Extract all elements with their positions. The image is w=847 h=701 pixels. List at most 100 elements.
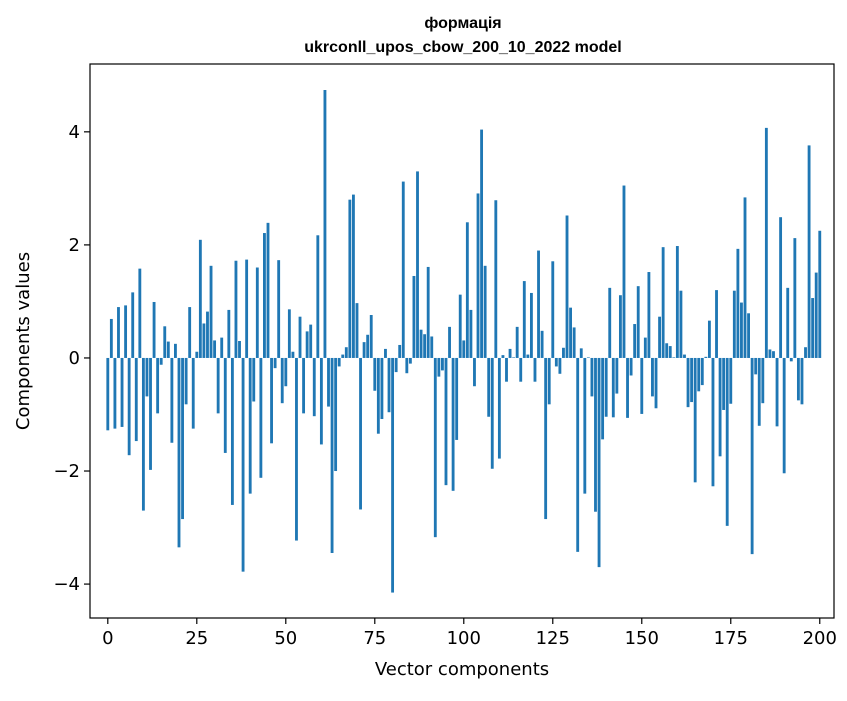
bar: [202, 323, 206, 358]
bar: [177, 357, 181, 548]
bar: [732, 290, 736, 358]
bar: [622, 185, 626, 358]
bar: [715, 290, 718, 358]
bar: [451, 357, 455, 491]
bar: [814, 272, 818, 358]
bar: [800, 357, 804, 405]
bar: [141, 357, 145, 511]
bar: [796, 357, 800, 401]
bar: [412, 275, 416, 358]
bar: [551, 261, 555, 358]
bar: [163, 326, 167, 358]
bar: [512, 357, 516, 358]
x-tick-label: 175: [714, 628, 748, 649]
bar: [647, 272, 651, 358]
bar: [757, 357, 761, 426]
bar: [515, 326, 519, 358]
bar: [661, 247, 665, 358]
bar: [273, 357, 277, 369]
bar: [359, 357, 362, 510]
y-tick-label: −2: [53, 461, 80, 482]
bar: [127, 357, 131, 456]
x-tick-label: 25: [185, 628, 208, 649]
bars-group: [106, 90, 822, 593]
bar: [811, 298, 815, 358]
bar: [505, 357, 508, 382]
bar: [213, 340, 217, 358]
bar: [209, 265, 213, 358]
bar: [241, 357, 245, 572]
bar: [120, 357, 124, 427]
bar: [665, 343, 669, 358]
bar: [323, 90, 327, 358]
bar: [455, 357, 459, 440]
bar: [166, 341, 170, 358]
bar: [348, 199, 352, 358]
x-tick-label: 125: [536, 628, 570, 649]
bar: [124, 305, 128, 358]
bar: [198, 239, 202, 358]
y-axis-label: Components values: [13, 252, 34, 430]
bar: [295, 357, 298, 541]
bar: [789, 357, 793, 362]
bar: [654, 357, 658, 409]
bar: [651, 357, 654, 397]
bar: [259, 357, 263, 478]
bar: [722, 357, 726, 410]
bar: [601, 357, 605, 440]
bar: [266, 222, 270, 358]
bar: [469, 309, 473, 358]
bar: [476, 193, 480, 358]
bar: [376, 357, 380, 434]
bar: [494, 200, 498, 358]
bar: [483, 265, 487, 358]
bar: [117, 307, 120, 358]
bar: [462, 340, 466, 358]
bar: [131, 292, 135, 358]
x-axis-label: Vector components: [375, 659, 549, 680]
bar: [562, 347, 565, 358]
bar: [775, 357, 779, 427]
bar: [170, 357, 174, 443]
bar: [697, 357, 701, 392]
bar: [430, 336, 434, 358]
bar: [433, 357, 437, 538]
bar: [444, 357, 448, 486]
chart-title-line2: ukrconll_upos_cbow_200_10_2022 model: [304, 39, 621, 56]
bar: [522, 281, 526, 358]
bar: [594, 357, 597, 512]
bar: [416, 171, 419, 358]
bar: [152, 301, 156, 358]
bar: [818, 230, 822, 358]
bar: [384, 348, 387, 358]
bar: [672, 357, 676, 358]
bar: [772, 351, 775, 358]
bar: [675, 246, 679, 358]
bar: [633, 324, 637, 358]
bar: [643, 337, 647, 358]
bar: [398, 344, 402, 358]
bar: [540, 330, 544, 358]
bar: [149, 357, 152, 470]
bar: [134, 357, 138, 442]
bar: [195, 351, 199, 358]
bar: [263, 233, 266, 358]
bar: [369, 315, 373, 358]
bar: [298, 316, 302, 358]
bar: [626, 357, 629, 418]
bar: [526, 354, 530, 358]
bar: [707, 320, 711, 358]
bar: [206, 311, 209, 358]
bar: [184, 357, 188, 405]
bar: [711, 357, 715, 487]
bar: [423, 334, 427, 358]
bar: [366, 334, 370, 358]
bar: [405, 357, 409, 374]
bar: [597, 357, 601, 568]
y-tick-label: 2: [69, 235, 80, 256]
bar: [223, 357, 227, 453]
bar: [640, 357, 644, 414]
bar: [658, 316, 661, 358]
bar: [743, 197, 747, 358]
